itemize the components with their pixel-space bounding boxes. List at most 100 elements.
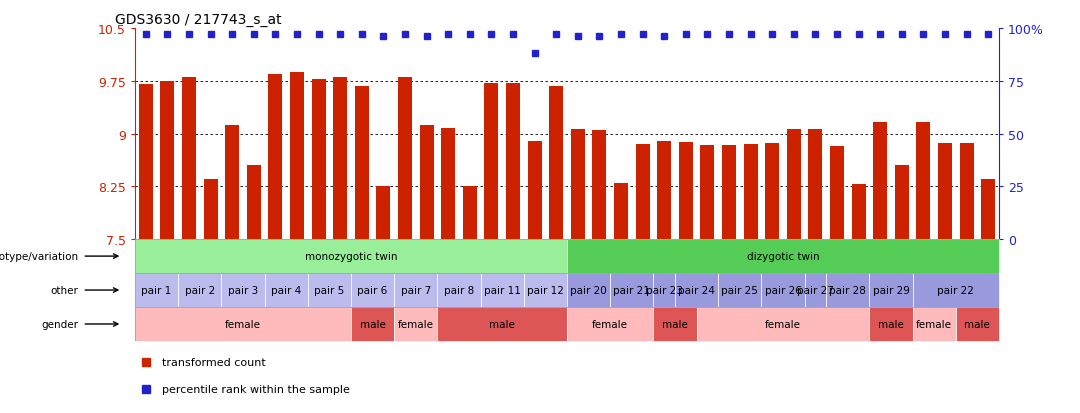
Bar — [956, 307, 999, 341]
Bar — [550, 86, 564, 240]
Text: female: female — [225, 319, 261, 329]
Bar — [653, 307, 697, 341]
Bar — [613, 183, 629, 240]
Text: pair 28: pair 28 — [829, 285, 866, 295]
Bar — [567, 240, 999, 273]
Text: pair 21: pair 21 — [613, 285, 650, 295]
Bar — [697, 307, 869, 341]
Bar — [570, 129, 585, 240]
Bar — [437, 273, 481, 307]
Text: transformed count: transformed count — [162, 357, 266, 367]
Bar — [718, 273, 761, 307]
Bar — [226, 126, 240, 240]
Bar — [420, 126, 434, 240]
Bar — [959, 143, 974, 240]
Text: female: female — [397, 319, 434, 329]
Bar — [135, 240, 567, 273]
Text: other: other — [51, 285, 79, 295]
Bar — [723, 145, 737, 240]
Bar — [805, 273, 826, 307]
Bar — [481, 273, 524, 307]
Bar — [610, 273, 653, 307]
Bar — [351, 307, 394, 341]
Text: male: male — [489, 319, 515, 329]
Bar — [678, 142, 693, 240]
Text: monozygotic twin: monozygotic twin — [305, 252, 397, 261]
Bar — [635, 145, 650, 240]
Bar — [786, 129, 800, 240]
Bar — [437, 307, 567, 341]
Bar — [135, 273, 178, 307]
Bar — [394, 307, 437, 341]
Bar — [308, 273, 351, 307]
Text: pair 20: pair 20 — [570, 285, 607, 295]
Bar — [982, 180, 996, 240]
Text: percentile rank within the sample: percentile rank within the sample — [162, 385, 350, 394]
Text: male: male — [662, 319, 688, 329]
Text: pair 6: pair 6 — [357, 285, 388, 295]
Bar — [567, 307, 653, 341]
Text: male: male — [360, 319, 386, 329]
Bar — [831, 146, 845, 240]
Bar — [351, 273, 394, 307]
Bar — [507, 84, 521, 240]
Bar — [138, 85, 153, 240]
Bar — [394, 273, 437, 307]
Bar — [744, 145, 758, 240]
Bar — [917, 122, 931, 240]
Bar — [135, 307, 351, 341]
Bar — [268, 75, 283, 240]
Bar — [675, 273, 718, 307]
Text: female: female — [765, 319, 801, 329]
Bar — [874, 123, 888, 240]
Text: male: male — [878, 319, 904, 329]
Bar — [463, 187, 477, 240]
Bar — [761, 273, 805, 307]
Text: dizygotic twin: dizygotic twin — [746, 252, 820, 261]
Bar — [354, 86, 369, 240]
Bar — [524, 273, 567, 307]
Text: GDS3630 / 217743_s_at: GDS3630 / 217743_s_at — [114, 12, 282, 26]
Text: male: male — [964, 319, 990, 329]
Bar — [247, 166, 261, 240]
Bar — [913, 307, 956, 341]
Text: gender: gender — [41, 319, 79, 329]
Bar — [851, 185, 865, 240]
Bar — [913, 273, 999, 307]
Text: pair 29: pair 29 — [873, 285, 909, 295]
Bar — [485, 84, 499, 240]
Text: pair 8: pair 8 — [444, 285, 474, 295]
Bar — [567, 273, 610, 307]
Bar — [528, 141, 542, 240]
Bar — [289, 73, 305, 240]
Text: pair 4: pair 4 — [271, 285, 301, 295]
Bar — [869, 273, 913, 307]
Bar — [869, 307, 913, 341]
Bar — [204, 180, 218, 240]
Text: genotype/variation: genotype/variation — [0, 252, 79, 261]
Bar — [221, 273, 265, 307]
Text: pair 26: pair 26 — [765, 285, 801, 295]
Text: pair 24: pair 24 — [678, 285, 715, 295]
Bar — [653, 273, 675, 307]
Bar — [766, 143, 780, 240]
Text: pair 11: pair 11 — [484, 285, 521, 295]
Bar — [178, 273, 221, 307]
Text: pair 25: pair 25 — [721, 285, 758, 295]
Bar — [657, 141, 672, 240]
Bar — [442, 128, 456, 240]
Bar — [937, 143, 953, 240]
Text: pair 27: pair 27 — [797, 285, 834, 295]
Bar — [334, 78, 348, 240]
Bar — [894, 165, 909, 240]
Text: female: female — [916, 319, 953, 329]
Text: pair 7: pair 7 — [401, 285, 431, 295]
Bar — [399, 78, 413, 240]
Bar — [181, 77, 197, 240]
Text: female: female — [592, 319, 629, 329]
Bar — [265, 273, 308, 307]
Bar — [593, 131, 607, 240]
Text: pair 12: pair 12 — [527, 285, 564, 295]
Text: pair 22: pair 22 — [937, 285, 974, 295]
Text: pair 3: pair 3 — [228, 285, 258, 295]
